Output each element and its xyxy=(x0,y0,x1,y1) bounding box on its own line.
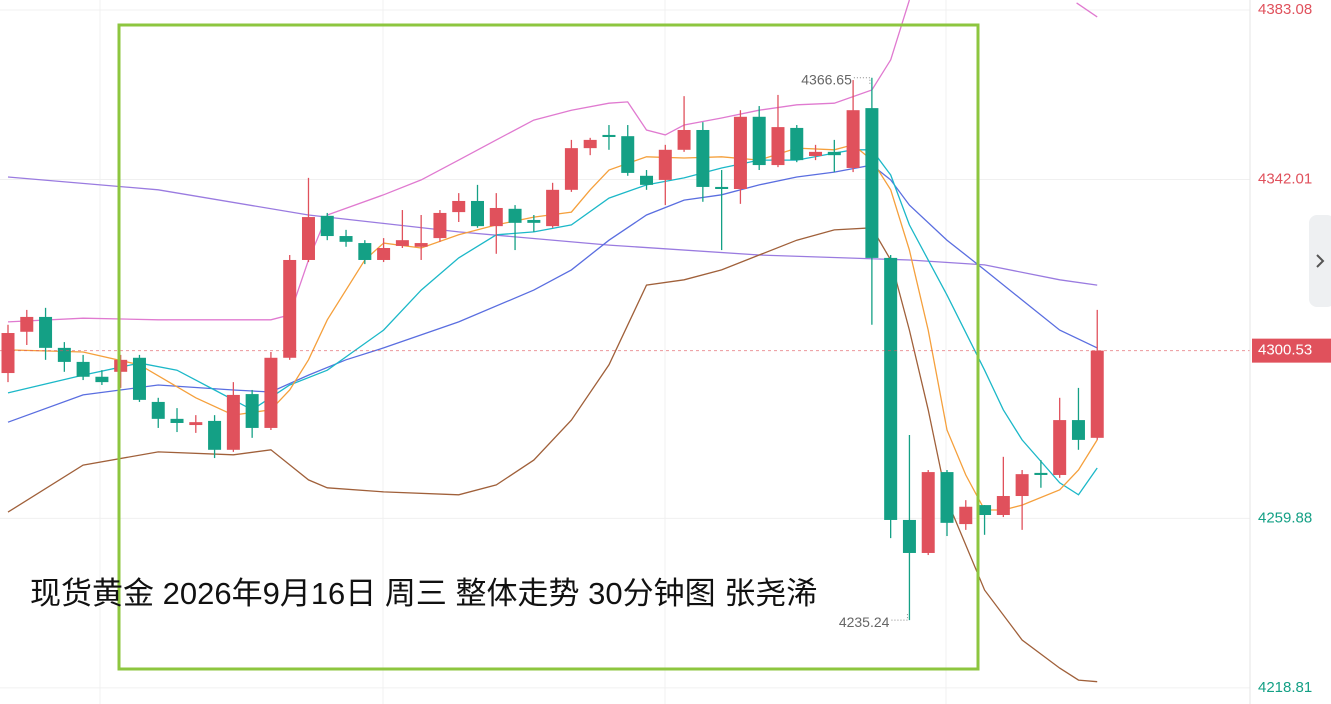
candle-body xyxy=(902,519,916,553)
candle-body xyxy=(95,376,109,383)
candle-body xyxy=(471,200,484,227)
candle-body xyxy=(677,129,691,150)
candle-body xyxy=(320,215,334,237)
max-leader xyxy=(853,77,871,86)
candle-body xyxy=(132,357,146,400)
candle-body xyxy=(508,208,522,223)
expand-button[interactable] xyxy=(1309,215,1331,307)
candle-body xyxy=(339,236,353,242)
candle-body xyxy=(57,347,71,362)
candle-body xyxy=(696,129,710,187)
y-tick-label: 4218.81 xyxy=(1258,679,1312,696)
candle-body xyxy=(846,110,860,168)
candle-body xyxy=(301,217,315,260)
candle-body xyxy=(546,189,560,227)
candle-body xyxy=(151,401,165,419)
candle-body xyxy=(208,420,222,450)
candle-body xyxy=(1015,474,1029,497)
candle-body xyxy=(20,316,34,332)
candle-body xyxy=(809,151,823,156)
candle-body xyxy=(189,422,203,426)
indicator-line xyxy=(7,144,1098,511)
min-leader xyxy=(891,612,908,621)
candle-body xyxy=(39,316,53,348)
y-axis: 4383.08 4342.01 4259.88 4218.81 4300.53 xyxy=(1252,1,1331,696)
candle-body xyxy=(921,472,935,553)
candle-body xyxy=(1071,420,1085,440)
indicator-line xyxy=(7,227,1098,683)
candle-body xyxy=(245,394,259,428)
candle-body xyxy=(978,505,992,516)
candle-body xyxy=(715,186,729,189)
candle-body xyxy=(414,243,428,247)
expand-button-bg[interactable] xyxy=(1309,215,1331,307)
candle-body xyxy=(264,357,278,428)
candle-body xyxy=(583,139,597,149)
candle-body xyxy=(959,506,973,525)
candles xyxy=(1,77,1104,621)
indicator-line xyxy=(7,176,1098,286)
overlay: 4366.65 4235.24 xyxy=(0,71,1250,630)
last-price-label: 4300.53 xyxy=(1258,342,1312,359)
chevron-icon[interactable] xyxy=(1316,254,1325,268)
candle-body xyxy=(395,240,409,246)
candle-body xyxy=(564,148,578,190)
chart-title: 现货黄金 2026年9月16日 周三 整体走势 30分钟图 张尧浠 xyxy=(30,576,817,611)
candle-body xyxy=(733,116,747,189)
candle-body xyxy=(433,212,447,239)
candle-body xyxy=(884,257,898,520)
indicator-line xyxy=(7,0,1098,323)
candle-body xyxy=(452,200,466,213)
candle-body xyxy=(658,149,672,180)
max-annotation: 4366.65 xyxy=(801,71,852,87)
candle-body xyxy=(377,248,391,260)
candle-body xyxy=(283,259,297,358)
y-tick-label: 4259.88 xyxy=(1258,509,1312,526)
candle-body xyxy=(1034,472,1048,475)
candle-body xyxy=(602,134,616,138)
candle-body xyxy=(621,136,635,173)
candle-body xyxy=(827,151,841,156)
candle-body xyxy=(771,127,785,166)
candle-body xyxy=(76,361,90,377)
candle-body xyxy=(790,127,804,161)
grid xyxy=(0,0,1250,704)
candle-body xyxy=(489,207,503,227)
candle-body xyxy=(1,333,15,374)
candle-body xyxy=(527,219,541,223)
candle-body xyxy=(752,116,766,166)
candle-body xyxy=(114,359,128,372)
candle-body xyxy=(226,394,240,450)
highlight-box xyxy=(117,23,980,671)
y-tick-label: 4383.08 xyxy=(1258,1,1312,18)
candle-body xyxy=(996,496,1010,516)
candle-body xyxy=(170,418,184,423)
candle-body xyxy=(940,472,954,523)
min-annotation: 4235.24 xyxy=(839,614,890,630)
y-tick-label: 4342.01 xyxy=(1258,170,1312,187)
candle-body xyxy=(1053,420,1067,475)
candle-body xyxy=(865,108,879,258)
last-price-badge xyxy=(1252,338,1331,363)
candle-body xyxy=(358,243,372,260)
candle-body xyxy=(1090,350,1104,438)
candle-body xyxy=(640,175,654,185)
